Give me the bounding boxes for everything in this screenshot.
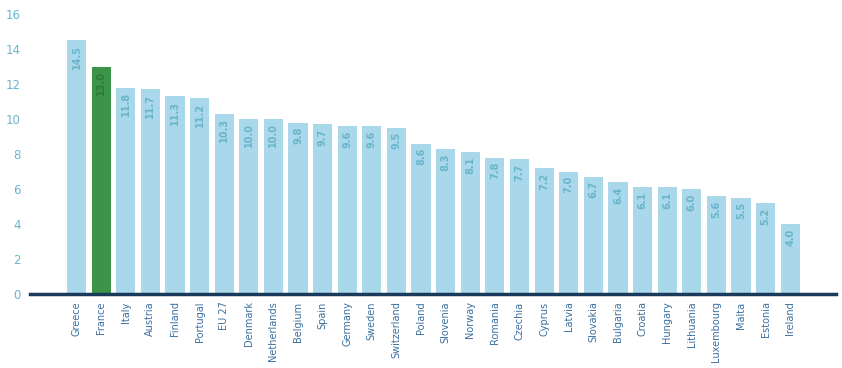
Bar xyxy=(706,196,726,294)
Bar xyxy=(338,126,357,294)
Bar xyxy=(362,126,381,294)
Bar xyxy=(436,149,456,294)
Bar xyxy=(289,123,307,294)
Text: 7.0: 7.0 xyxy=(563,176,573,193)
Bar xyxy=(781,224,800,294)
Text: 8.3: 8.3 xyxy=(440,153,450,170)
Text: 8.1: 8.1 xyxy=(466,157,475,174)
Text: 11.3: 11.3 xyxy=(170,101,180,125)
Bar xyxy=(141,89,160,294)
Bar xyxy=(535,168,554,294)
Text: 13.0: 13.0 xyxy=(96,71,106,95)
Bar xyxy=(190,98,209,294)
Text: 9.5: 9.5 xyxy=(392,132,402,149)
Text: 10.3: 10.3 xyxy=(219,118,229,142)
Bar xyxy=(67,40,86,294)
Text: 4.0: 4.0 xyxy=(786,228,795,245)
Text: 11.2: 11.2 xyxy=(195,103,205,127)
Bar xyxy=(116,88,136,294)
Bar xyxy=(756,203,775,294)
Text: 5.2: 5.2 xyxy=(760,207,770,224)
Text: 7.2: 7.2 xyxy=(539,172,549,190)
Text: 6.1: 6.1 xyxy=(662,192,672,209)
Text: 8.6: 8.6 xyxy=(416,148,426,165)
Bar xyxy=(510,159,529,294)
Text: 7.7: 7.7 xyxy=(514,164,525,181)
Text: 10.0: 10.0 xyxy=(269,124,279,148)
Text: 6.7: 6.7 xyxy=(589,181,599,198)
Bar xyxy=(658,187,677,294)
Bar xyxy=(461,152,480,294)
Text: 6.0: 6.0 xyxy=(687,193,697,210)
Bar xyxy=(485,158,504,294)
Bar xyxy=(559,171,578,294)
Bar xyxy=(584,177,603,294)
Bar xyxy=(608,182,627,294)
Bar xyxy=(239,119,258,294)
Text: 6.1: 6.1 xyxy=(637,192,647,209)
Bar xyxy=(92,67,111,294)
Text: 9.6: 9.6 xyxy=(342,131,352,148)
Text: 11.8: 11.8 xyxy=(120,92,131,116)
Text: 14.5: 14.5 xyxy=(72,45,82,69)
Text: 9.8: 9.8 xyxy=(293,127,303,144)
Text: 5.6: 5.6 xyxy=(711,200,722,217)
Bar xyxy=(313,124,333,294)
Text: 6.4: 6.4 xyxy=(613,186,623,204)
Bar xyxy=(215,114,234,294)
Bar xyxy=(165,96,184,294)
Text: 10.0: 10.0 xyxy=(244,124,253,148)
Text: 11.7: 11.7 xyxy=(146,94,155,118)
Text: 7.8: 7.8 xyxy=(490,162,500,179)
Text: 9.7: 9.7 xyxy=(317,129,328,146)
Bar xyxy=(412,144,430,294)
Bar xyxy=(732,198,750,294)
Text: 5.5: 5.5 xyxy=(736,202,746,219)
Text: 9.6: 9.6 xyxy=(367,131,377,148)
Bar xyxy=(633,187,653,294)
Bar xyxy=(386,128,406,294)
Bar xyxy=(264,119,283,294)
Bar xyxy=(682,189,701,294)
